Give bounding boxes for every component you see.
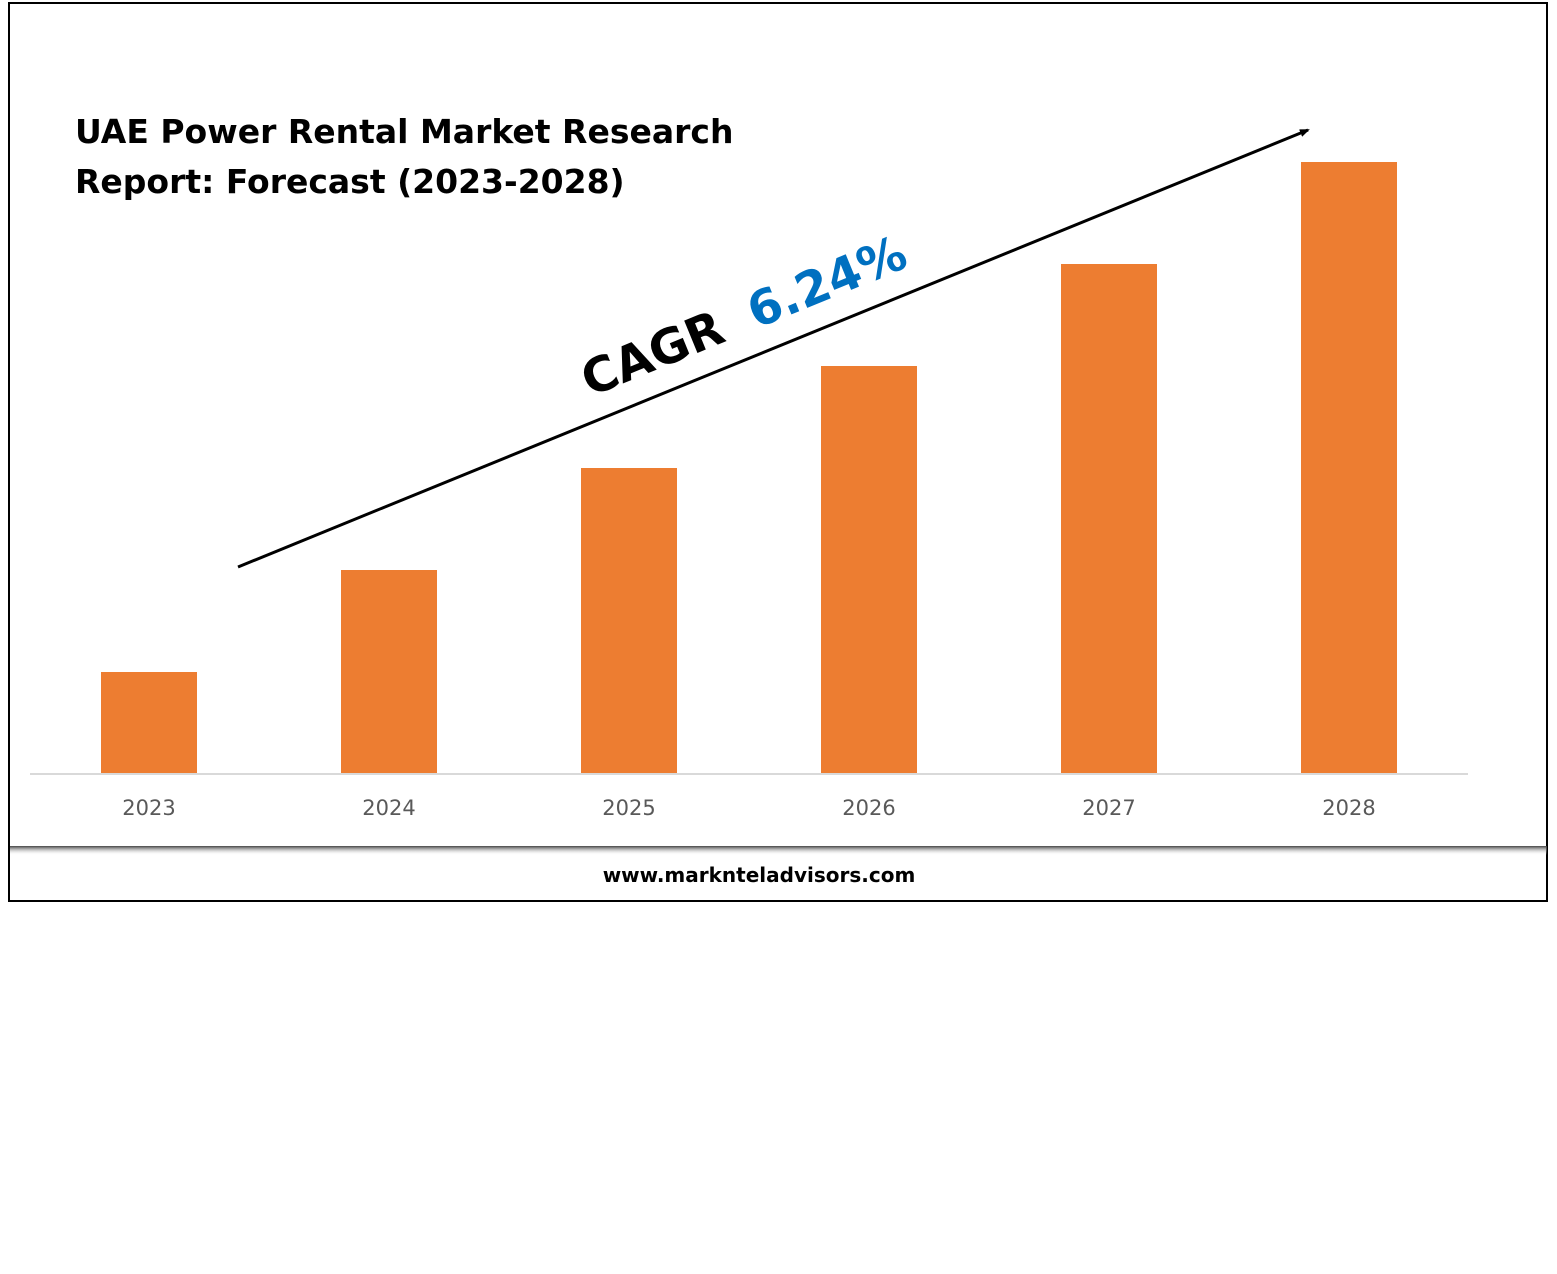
bars-group [101,162,1397,774]
bar-2027 [1061,264,1157,774]
bar-2028 [1301,162,1397,774]
x-tick-label-2024: 2024 [362,796,415,820]
cagr-label: CAGR [573,300,732,408]
cagr-value: 6.24% [739,225,914,340]
x-tick-label-2028: 2028 [1322,796,1375,820]
footer-url: www.marknteladvisors.com [603,863,916,887]
trend-arrow [237,128,1310,569]
x-tick-label-2026: 2026 [842,796,895,820]
bar-2023 [101,672,197,774]
x-tick-labels: 2023 2024 2025 2026 2027 2028 [122,796,1375,820]
bar-2025 [581,468,677,774]
bar-2024 [341,570,437,774]
bar-2026 [821,366,917,774]
chart-title-line-1: UAE Power Rental Market Research [75,112,733,151]
footer-divider-shadow [10,846,1547,855]
x-tick-label-2025: 2025 [602,796,655,820]
chart-frame [8,2,1548,902]
chart-title-line-2: Report: Forecast (2023-2028) [75,162,625,201]
x-tick-label-2027: 2027 [1082,796,1135,820]
x-tick-label-2023: 2023 [122,796,175,820]
